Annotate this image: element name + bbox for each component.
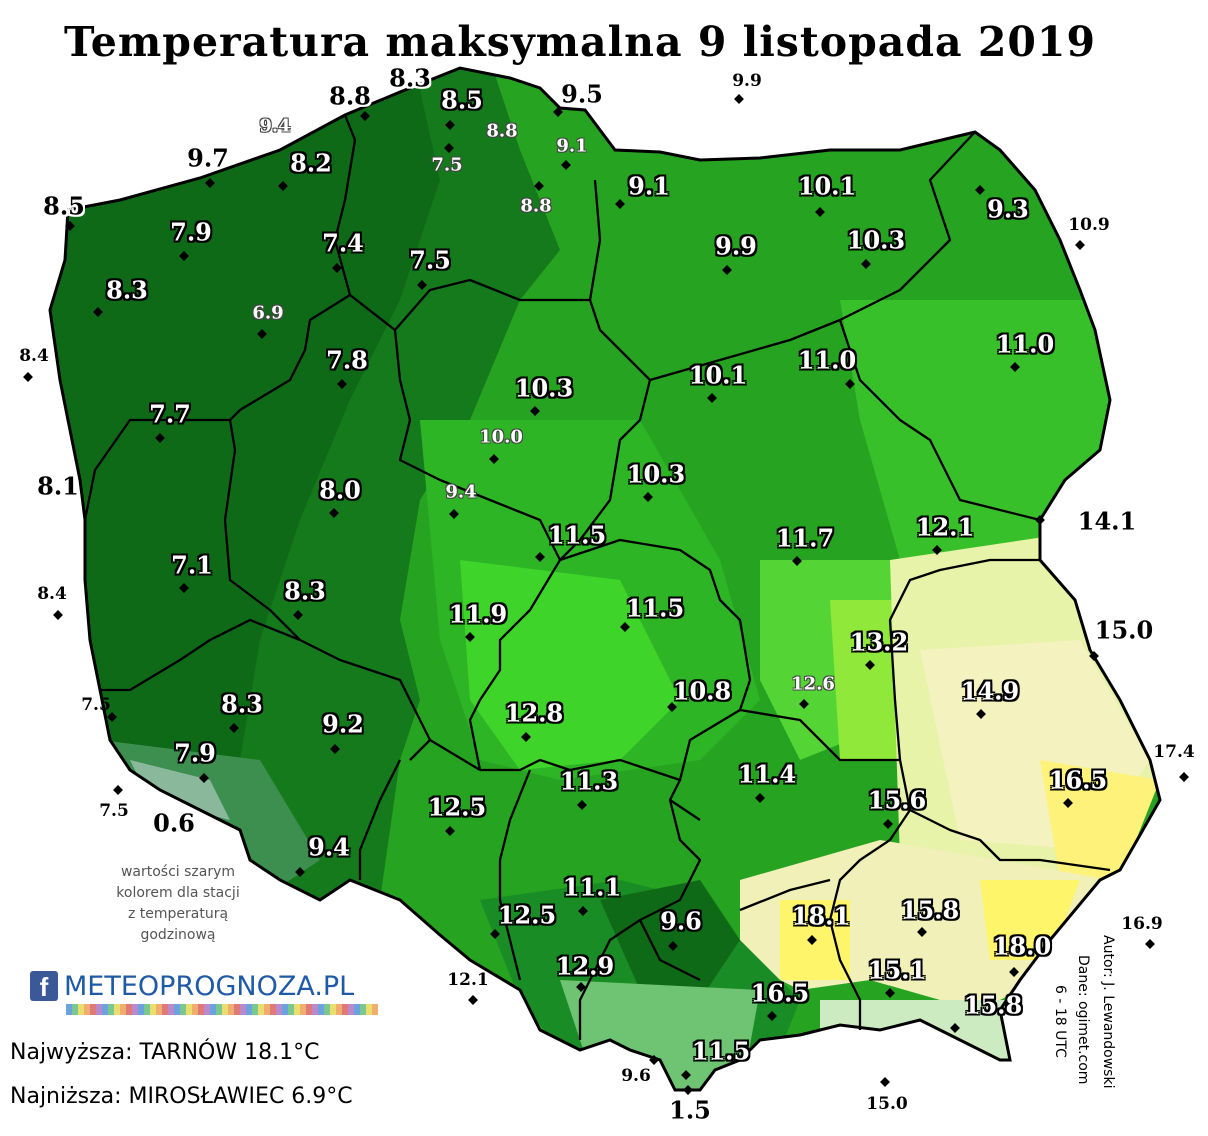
station-temperature: 8.8	[486, 120, 518, 142]
station-temperature: 8.8	[520, 195, 552, 217]
station-temperature: 8.5	[43, 191, 85, 221]
station-temperature: 12.9	[555, 951, 615, 981]
station-temperature: 10.9	[1068, 215, 1110, 235]
lowest-temperature: Najniższa: MIROSŁAWIEC 6.9°C	[10, 1084, 353, 1109]
station-temperature: 7.9	[174, 738, 216, 768]
station-temperature: 8.3	[389, 63, 431, 93]
station-temperature: 6.9	[252, 302, 284, 324]
station-temperature: 11.0	[797, 345, 857, 375]
station-temperature: 7.5	[409, 245, 451, 275]
data-source-credit: Dane: ogimet.com	[1075, 955, 1091, 1085]
note-line: kolorem dla stacji	[116, 885, 240, 901]
highest-temperature: Najwyższa: TARNÓW 18.1°C	[10, 1040, 320, 1065]
logo-color-bar	[66, 1004, 378, 1015]
station-temperature: 1.5	[669, 1095, 711, 1125]
station-temperature: 11.7	[775, 523, 835, 553]
station-temperature: 12.5	[427, 792, 487, 822]
station-temperature: 12.8	[504, 698, 564, 728]
station-temperature: 11.9	[448, 599, 508, 629]
station-temperature: 8.4	[19, 346, 49, 366]
station-temperature: 10.8	[672, 676, 732, 706]
station-temperature: 9.1	[556, 135, 588, 157]
station-temperature: 17.4	[1153, 742, 1195, 762]
station-temperature: 9.4	[308, 832, 350, 862]
station-temperature: 14.9	[960, 676, 1020, 706]
station-temperature: 16.5	[1048, 765, 1108, 795]
station-temperature: 8.8	[329, 81, 371, 111]
station-temperature: 10.1	[688, 360, 748, 390]
station-temperature: 9.4	[445, 481, 477, 503]
station-temperature: 8.3	[106, 275, 148, 305]
station-temperature: 10.1	[797, 171, 857, 201]
station-temperature: 7.5	[81, 695, 111, 715]
station-temperature: 14.1	[1077, 506, 1137, 536]
station-temperature: 7.8	[326, 345, 368, 375]
map-title: Temperatura maksymalna 9 listopada 2019	[64, 18, 1096, 66]
station-temperature: 8.3	[284, 576, 326, 606]
station-temperature: 15.6	[867, 785, 927, 815]
station-temperature: 10.3	[846, 225, 906, 255]
station-temperature: 7.5	[99, 801, 129, 821]
station-temperature: 15.0	[866, 1094, 908, 1114]
station-temperature: 11.5	[691, 1036, 751, 1066]
note-line: z temperaturą	[127, 906, 229, 922]
station-temperature: 9.2	[322, 709, 364, 739]
station-temperature: 11.3	[559, 766, 619, 796]
station-temperature: 11.4	[737, 759, 797, 789]
station-temperature: 8.1	[37, 471, 79, 501]
station-temperature: 15.8	[963, 990, 1023, 1020]
station-temperature: 9.9	[715, 231, 757, 261]
station-temperature: 8.3	[221, 689, 263, 719]
station-temperature: 8.2	[290, 148, 332, 178]
station-temperature: 11.1	[562, 872, 622, 902]
station-temperature: 9.1	[628, 171, 670, 201]
station-temperature: 9.6	[660, 906, 702, 936]
station-temperature: 13.2	[849, 627, 909, 657]
station-temperature: 10.3	[626, 459, 686, 489]
station-temperature: 15.0	[1094, 615, 1154, 645]
station-temperature: 11.5	[547, 520, 607, 550]
station-temperature: 11.5	[625, 593, 685, 623]
station-temperature: 8.0	[319, 475, 361, 505]
station-temperature: 9.3	[987, 194, 1029, 224]
note-line: wartości szarym	[120, 864, 236, 880]
station-temperature: 7.4	[322, 228, 364, 258]
station-temperature: 0.6	[153, 808, 195, 838]
logo-text: METEOPROGNOZA.PL	[64, 970, 355, 1002]
station-temperature: 7.5	[431, 154, 463, 176]
station-temperature: 9.7	[187, 143, 229, 173]
station-temperature: 12.1	[915, 512, 975, 542]
station-temperature: 9.4	[259, 115, 291, 137]
station-temperature: 9.6	[621, 1066, 651, 1086]
station-temperature: 7.1	[171, 550, 213, 580]
station-temperature: 18.1	[791, 901, 851, 931]
station-temperature: 9.5	[561, 79, 603, 109]
station-temperature: 9.9	[732, 71, 762, 91]
author-credit: Autor: J. Lewandowski	[1100, 935, 1116, 1089]
station-temperature: 11.0	[995, 329, 1055, 359]
station-temperature: 10.0	[479, 426, 523, 448]
station-temperature: 8.4	[37, 584, 67, 604]
station-temperature: 12.5	[497, 900, 557, 930]
station-temperature: 8.5	[441, 85, 483, 115]
station-temperature: 12.1	[447, 970, 489, 990]
meteoprognoza-logo[interactable]: f METEOPROGNOZA.PL	[30, 968, 354, 1004]
hours-credit: 6 - 18 UTC	[1052, 985, 1068, 1058]
station-temperature: 7.9	[170, 217, 212, 247]
facebook-icon[interactable]: f	[30, 971, 58, 1002]
note-line: godzinową	[140, 927, 216, 943]
station-temperature: 18.0	[992, 931, 1052, 961]
gray-values-note: wartości szarym kolorem dla stacji z tem…	[88, 862, 268, 946]
station-temperature: 15.1	[867, 955, 927, 985]
station-temperature: 12.6	[791, 673, 835, 695]
station-temperature: 7.7	[149, 399, 191, 429]
station-temperature: 16.5	[750, 978, 810, 1008]
station-temperature: 10.3	[514, 373, 574, 403]
station-temperature: 15.8	[900, 895, 960, 925]
station-temperature: 16.9	[1121, 914, 1163, 934]
